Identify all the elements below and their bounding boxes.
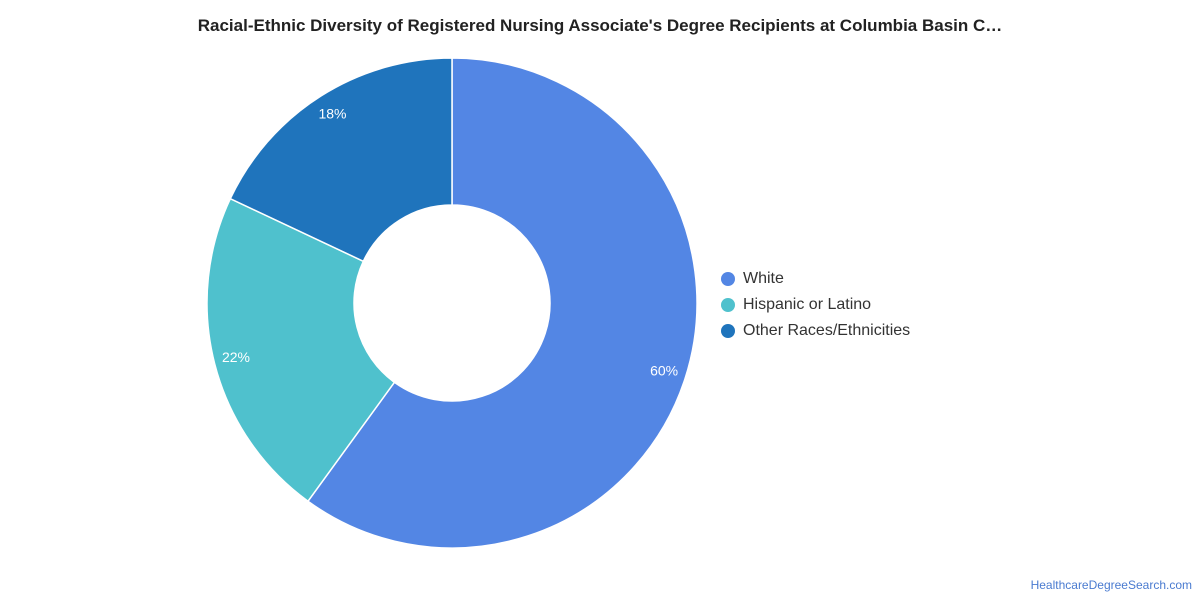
chart-title: Racial-Ethnic Diversity of Registered Nu… (197, 16, 1003, 35)
source-link[interactable]: HealthcareDegreeSearch.com (1030, 578, 1192, 592)
slice-hispanic-or-latino[interactable] (206, 197, 396, 503)
legend-swatch-hispanic-or-latino (721, 298, 735, 312)
slice-label-white: 60% (650, 363, 678, 379)
slice-other-races-ethnicities[interactable] (229, 57, 453, 263)
legend-label-white: White (743, 270, 784, 287)
slices-group (206, 57, 698, 549)
legend-swatch-other-races-ethnicities (721, 324, 735, 338)
slice-white[interactable] (306, 57, 698, 549)
legend-item-other-races-ethnicities[interactable]: Other Races/Ethnicities (721, 318, 910, 344)
slice-label-hispanic-or-latino: 22% (222, 349, 250, 365)
legend-item-white[interactable]: White (721, 266, 910, 292)
legend-item-hispanic-or-latino[interactable]: Hispanic or Latino (721, 292, 910, 318)
legend-swatch-white (721, 272, 735, 286)
slice-labels-group: 60% 22% 18% (222, 105, 678, 378)
legend-label-hispanic-or-latino: Hispanic or Latino (743, 296, 872, 313)
slice-label-other-races-ethnicities: 18% (318, 105, 346, 121)
legend: White Hispanic or Latino Other Races/Eth… (721, 266, 910, 344)
legend-label-other-races-ethnicities: Other Races/Ethnicities (743, 322, 911, 339)
